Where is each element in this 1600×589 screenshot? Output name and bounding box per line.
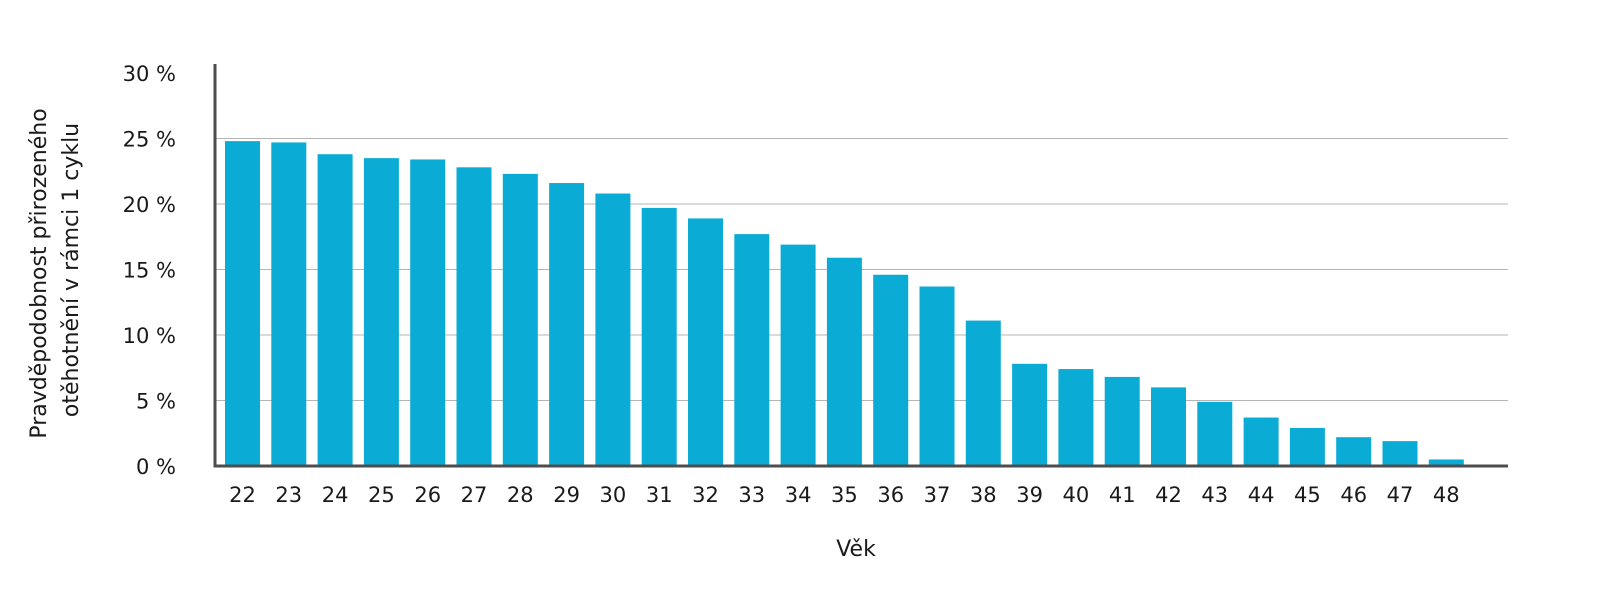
bar-31 — [641, 207, 677, 466]
bar-41 — [1104, 376, 1140, 466]
bar-39 — [1012, 363, 1048, 466]
y-tick-label: 15 % — [123, 259, 176, 283]
bar-22 — [225, 141, 260, 466]
bar-33 — [734, 234, 770, 466]
y-axis-title: Pravděpodobnost přirozeného otěhotnění v… — [27, 101, 84, 438]
y-tick-labels: 0 % 5 % 10 % 15 % 20 % 25 % 30 % — [123, 62, 176, 479]
y-tick-label: 10 % — [123, 324, 176, 348]
y-tick-label: 25 % — [123, 128, 176, 152]
x-tick-label: 23 — [275, 483, 302, 507]
bar-32 — [688, 218, 723, 466]
bar-37 — [919, 286, 955, 466]
x-axis-title: Věk — [836, 537, 876, 562]
y-axis-title-line-1: Pravděpodobnost přirozeného — [27, 108, 52, 438]
y-tick-label: 30 % — [123, 62, 176, 86]
x-tick-label: 24 — [322, 483, 349, 507]
x-tick-label: 27 — [461, 483, 488, 507]
bar-48 — [1428, 459, 1464, 466]
bar-45 — [1289, 428, 1325, 466]
bar-40 — [1058, 369, 1094, 466]
bar-24 — [317, 154, 353, 466]
x-tick-label: 28 — [507, 483, 534, 507]
y-tick-label: 5 % — [136, 390, 176, 414]
x-tick-label: 36 — [877, 483, 904, 507]
x-tick-label: 44 — [1248, 483, 1275, 507]
x-tick-label: 30 — [600, 483, 627, 507]
x-tick-label: 29 — [553, 483, 580, 507]
bar-44 — [1243, 417, 1279, 466]
x-tick-label: 38 — [970, 483, 997, 507]
bar-23 — [271, 142, 307, 466]
bars — [225, 141, 1464, 467]
x-tick-label: 35 — [831, 483, 858, 507]
x-tick-label: 26 — [414, 483, 441, 507]
x-tick-label: 45 — [1294, 483, 1321, 507]
bar-30 — [595, 193, 631, 466]
x-tick-label: 42 — [1155, 483, 1182, 507]
x-tick-label: 46 — [1340, 483, 1367, 507]
bar-47 — [1382, 441, 1418, 466]
bar-43 — [1197, 401, 1233, 466]
bar-46 — [1336, 437, 1372, 466]
x-tick-label: 39 — [1016, 483, 1043, 507]
x-tick-label: 31 — [646, 483, 673, 507]
x-tick-label: 25 — [368, 483, 395, 507]
x-tick-label: 40 — [1063, 483, 1090, 507]
x-tick-label: 37 — [924, 483, 951, 507]
x-tick-label: 47 — [1387, 483, 1414, 507]
y-axis-title-line-2: otěhotnění v rámci 1 cyklu — [59, 123, 84, 417]
x-tick-label: 33 — [738, 483, 765, 507]
bar-34 — [780, 244, 816, 466]
x-tick-label: 22 — [229, 483, 256, 507]
x-tick-labels: 22 23 24 25 26 27 28 29 30 31 32 33 34 35 36 37 38 39 40 41… — [229, 483, 1460, 507]
bar-25 — [363, 158, 399, 466]
bar-26 — [410, 159, 446, 466]
bar-27 — [456, 167, 492, 466]
bar-36 — [873, 274, 909, 466]
x-tick-label: 34 — [785, 483, 812, 507]
x-tick-label: 43 — [1201, 483, 1228, 507]
axes — [213, 64, 1508, 468]
bar-35 — [826, 257, 862, 466]
y-tick-label: 20 % — [123, 193, 176, 217]
bar-28 — [502, 173, 538, 466]
x-tick-label: 41 — [1109, 483, 1136, 507]
x-tick-label: 32 — [692, 483, 719, 507]
x-tick-label: 48 — [1433, 483, 1460, 507]
bar-38 — [965, 320, 1001, 466]
bar-29 — [549, 183, 585, 467]
y-tick-label: 0 % — [136, 455, 176, 479]
bar-42 — [1151, 387, 1186, 466]
